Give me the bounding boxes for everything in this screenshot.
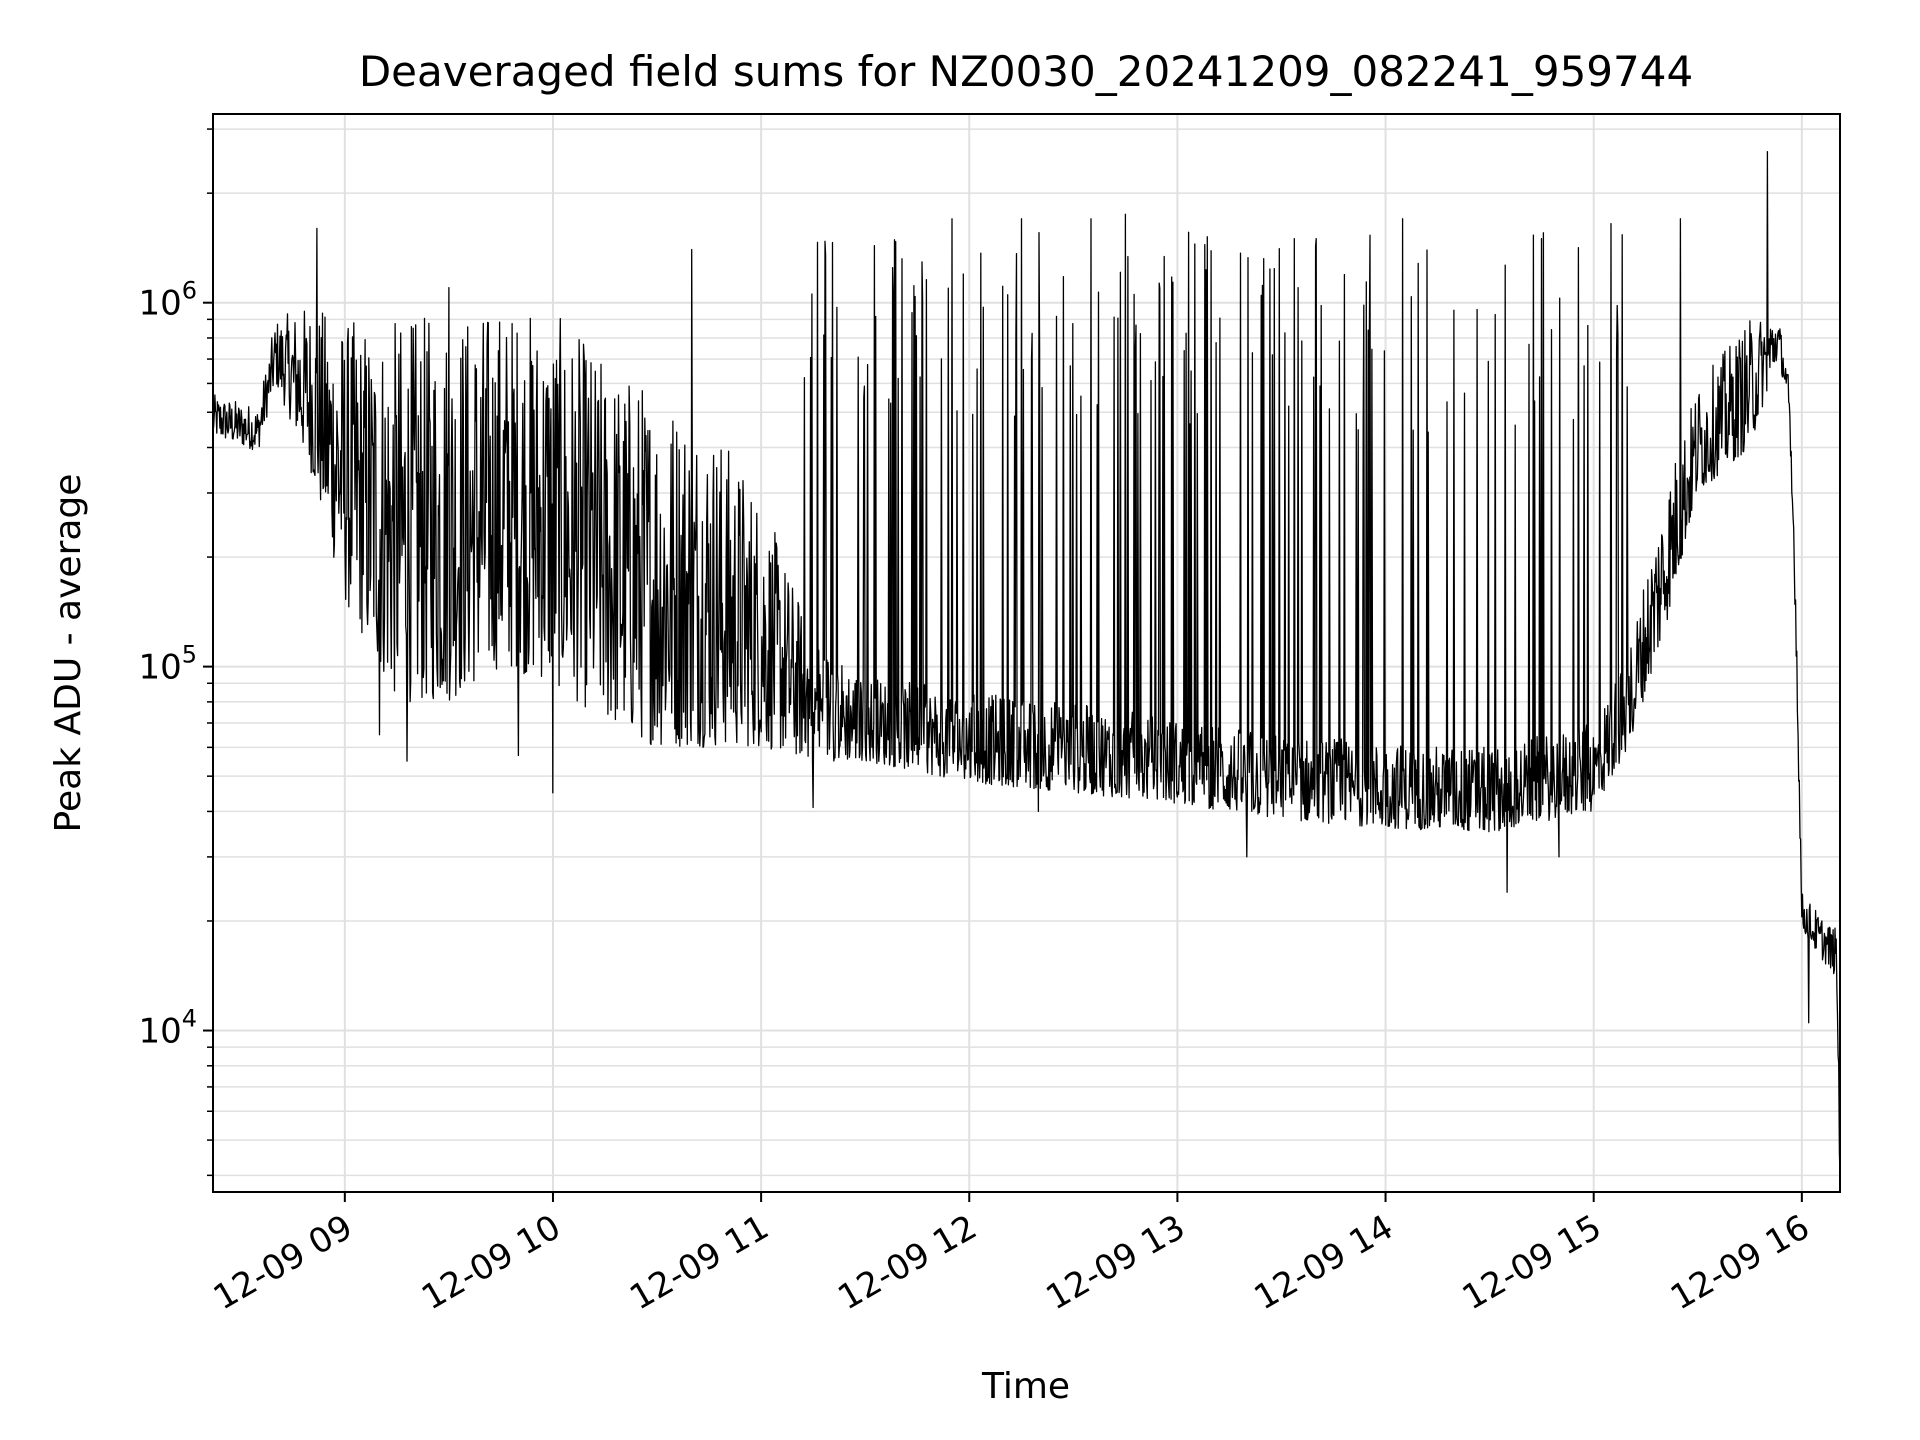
x-axis-label: Time <box>981 1366 1070 1407</box>
series-line <box>212 151 1841 1176</box>
chart-title: Deaveraged field sums for NZ0030_2024120… <box>359 47 1693 96</box>
y-tick-label: 105 <box>138 641 197 688</box>
y-tick-label: 104 <box>138 1005 197 1052</box>
series <box>212 151 1841 1176</box>
y-axis-label: Peak ADU - average <box>48 474 89 833</box>
y-tick-label: 106 <box>138 277 197 324</box>
plot-frame <box>212 113 1841 1193</box>
